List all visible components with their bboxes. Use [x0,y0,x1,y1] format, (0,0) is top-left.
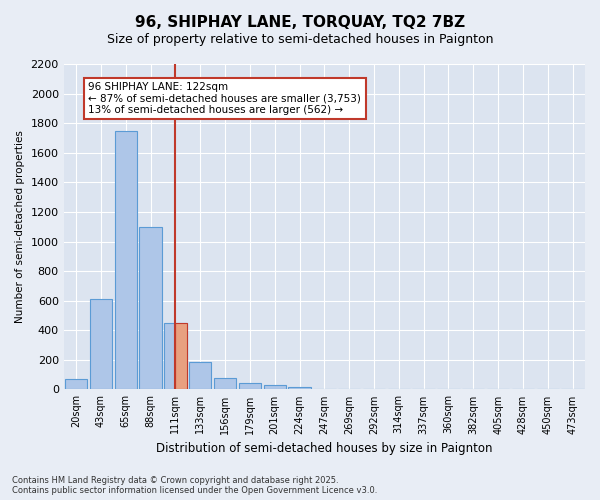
Text: Size of property relative to semi-detached houses in Paignton: Size of property relative to semi-detach… [107,32,493,46]
Bar [115,130,137,390]
Y-axis label: Number of semi-detached properties: Number of semi-detached properties [15,130,25,323]
Text: 96, SHIPHAY LANE, TORQUAY, TQ2 7BZ: 96, SHIPHAY LANE, TORQUAY, TQ2 7BZ [135,15,465,30]
Bar [189,362,211,390]
Bar [175,323,187,390]
Bar [263,385,286,390]
Bar [139,226,162,390]
Bar [239,383,261,390]
Bar [164,323,187,390]
Bar [90,299,112,390]
Bar [313,388,335,390]
Bar [65,379,87,390]
Bar [214,378,236,390]
Text: Contains HM Land Registry data © Crown copyright and database right 2025.
Contai: Contains HM Land Registry data © Crown c… [12,476,377,495]
Bar [289,387,311,390]
X-axis label: Distribution of semi-detached houses by size in Paignton: Distribution of semi-detached houses by … [156,442,493,455]
Text: 96 SHIPHAY LANE: 122sqm
← 87% of semi-detached houses are smaller (3,753)
13% of: 96 SHIPHAY LANE: 122sqm ← 87% of semi-de… [88,82,361,115]
